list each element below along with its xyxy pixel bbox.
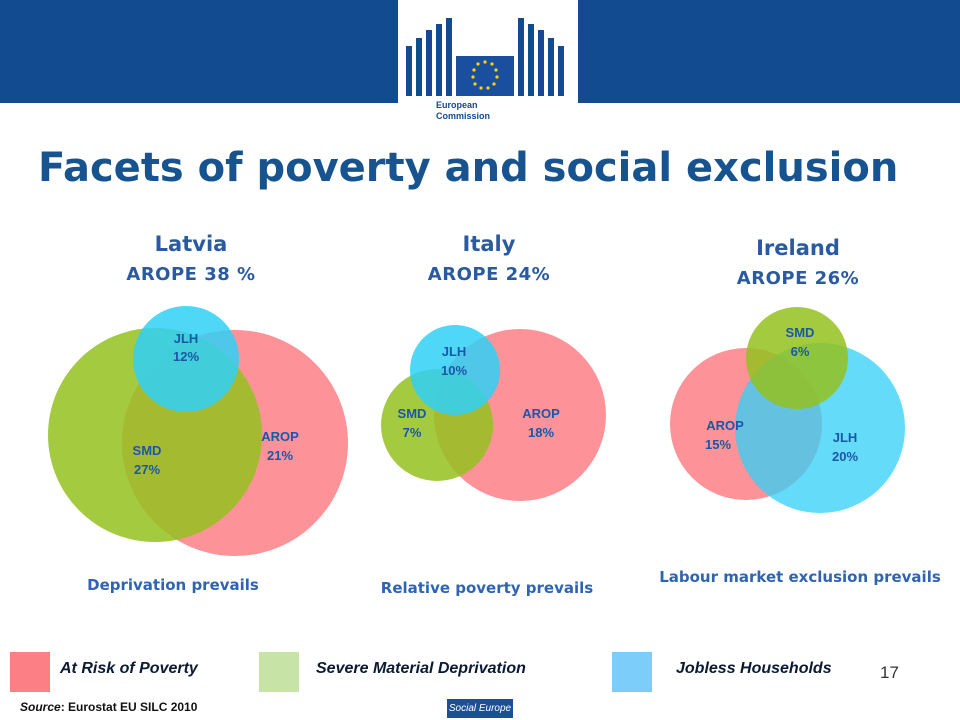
source-prefix: Source bbox=[20, 700, 61, 714]
arope-value: AROPE 24% bbox=[427, 264, 551, 285]
ireland-header: Ireland AROPE 26% bbox=[678, 236, 918, 289]
country-name: Italy bbox=[462, 232, 516, 256]
page-number: 17 bbox=[880, 663, 899, 682]
legend-arop-swatch bbox=[10, 652, 50, 692]
italy-jlh-label: JLH bbox=[442, 344, 467, 359]
latvia-venn: JLH 12% SMD 27% AROP 21% bbox=[48, 306, 348, 556]
ireland-jlh-value: 20% bbox=[832, 449, 858, 464]
italy-caption: Relative poverty prevails bbox=[380, 579, 594, 597]
country-name: Latvia bbox=[154, 232, 228, 256]
ireland-arop-value: 15% bbox=[705, 437, 731, 452]
italy-jlh-value: 10% bbox=[441, 363, 467, 378]
latvia-arop-value: 21% bbox=[267, 448, 293, 463]
page-title: Facets of poverty and social exclusion bbox=[38, 145, 899, 191]
italy-smd-label: SMD bbox=[398, 406, 427, 421]
logo-text: European Commission bbox=[436, 100, 490, 122]
legend-smd-swatch bbox=[259, 652, 299, 692]
italy-venn: JLH 10% SMD 7% AROP 18% bbox=[381, 325, 606, 501]
ireland-smd-value: 6% bbox=[791, 344, 810, 359]
latvia-arop-label: AROP bbox=[261, 429, 299, 444]
latvia-caption: Deprivation prevails bbox=[87, 576, 259, 594]
ireland-smd-circle bbox=[746, 307, 848, 409]
legend-jlh-swatch bbox=[612, 652, 652, 692]
latvia-header: Latvia AROPE 38 % bbox=[71, 232, 311, 285]
legend-arop-label: At Risk of Poverty bbox=[60, 660, 198, 677]
latvia-jlh-circle bbox=[133, 306, 239, 412]
country-name: Ireland bbox=[756, 236, 840, 260]
ireland-caption: Labour market exclusion prevails bbox=[659, 568, 941, 586]
latvia-smd-label: SMD bbox=[133, 443, 162, 458]
ireland-venn: SMD 6% AROP 15% JLH 20% bbox=[670, 307, 905, 513]
italy-smd-value: 7% bbox=[403, 425, 422, 440]
latvia-jlh-value: 12% bbox=[173, 349, 199, 364]
ireland-smd-label: SMD bbox=[786, 325, 815, 340]
source-note: Source: Eurostat EU SILC 2010 bbox=[20, 700, 197, 714]
legend-smd-label: Severe Material Deprivation bbox=[316, 660, 526, 677]
arope-value: AROPE 26% bbox=[736, 268, 860, 289]
logo-line-1: European bbox=[436, 100, 478, 110]
ireland-jlh-label: JLH bbox=[833, 430, 858, 445]
source-text: : Eurostat EU SILC 2010 bbox=[60, 700, 198, 714]
logo-line-2: Commission bbox=[436, 111, 491, 121]
commission-building-icon bbox=[406, 18, 564, 96]
italy-arop-value: 18% bbox=[528, 425, 554, 440]
italy-arop-label: AROP bbox=[522, 406, 560, 421]
legend-jlh-label: Jobless Households bbox=[676, 660, 832, 677]
italy-header: Italy AROPE 24% bbox=[369, 232, 609, 285]
latvia-jlh-label: JLH bbox=[174, 331, 199, 346]
social-europe-logo: Social Europe bbox=[447, 699, 513, 718]
italy-jlh-circle bbox=[410, 325, 500, 415]
european-commission-logo: European Commission bbox=[398, 0, 578, 145]
ireland-arop-label: AROP bbox=[706, 418, 744, 433]
latvia-smd-value: 27% bbox=[134, 462, 160, 477]
arope-value: AROPE 38 % bbox=[126, 264, 256, 285]
